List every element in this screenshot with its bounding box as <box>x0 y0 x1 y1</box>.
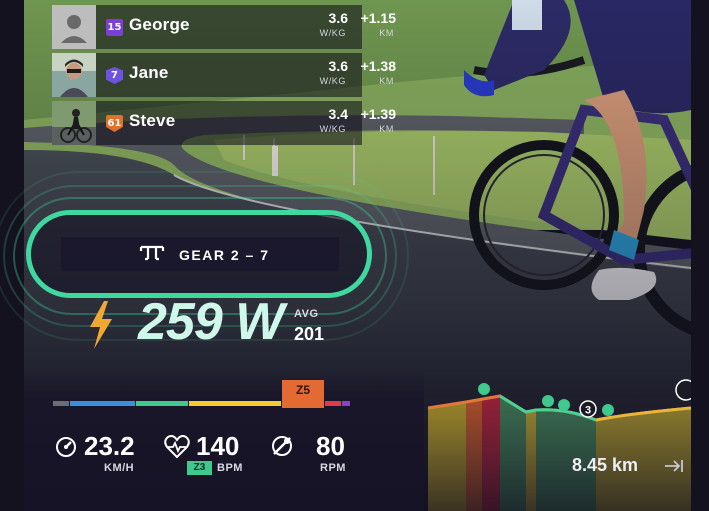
zone-segment-2 <box>70 401 135 406</box>
speedometer-icon <box>56 437 76 457</box>
finish-arrow-icon <box>665 460 683 472</box>
zone-segment-5 <box>282 401 324 408</box>
rider-group-marker <box>579 400 597 418</box>
speed-unit: KM/H <box>104 462 135 474</box>
metrics-panel <box>24 368 424 511</box>
heart-rate-unit: BPM <box>217 462 243 474</box>
rider-wkg: 3.4 <box>328 106 348 122</box>
gear-indicator: GEAR 2 – 7 <box>26 210 372 298</box>
rider-photo-icon <box>52 101 96 145</box>
right-edge <box>691 0 709 511</box>
rider-row[interactable]: 15 George 3.6 W/KG +1.15 KM <box>52 5 396 49</box>
cadence-value: 80 <box>316 431 345 461</box>
gear-indicator-inner <box>61 237 339 271</box>
rider-wkg-unit: W/KG <box>319 76 346 86</box>
rider-marker <box>542 395 554 407</box>
cadence-icon <box>272 436 292 456</box>
heart-rate-icon <box>164 435 190 459</box>
rider-gap: +1.39 <box>360 106 396 122</box>
zone-segment-4 <box>189 401 281 406</box>
heart-rate-value: 140 <box>196 431 240 461</box>
level-badge: 61 <box>106 115 123 132</box>
avatar <box>52 53 96 97</box>
player-marker <box>675 379 691 401</box>
rider-gap-unit: KM <box>379 124 394 134</box>
power-value: 259 W <box>138 293 284 351</box>
rider-gap-unit: KM <box>379 28 394 38</box>
level-badge: 15 <box>106 19 123 36</box>
lightning-bolt-icon <box>90 301 112 349</box>
rider-photo-icon <box>52 53 96 97</box>
rider-gap: +1.38 <box>360 58 396 74</box>
rider-name: Steve <box>129 111 176 130</box>
left-edge <box>0 0 24 511</box>
gear-glow-rings <box>0 171 409 341</box>
rider-name: Jane <box>129 63 169 82</box>
avg-power-value: 201 <box>294 324 325 344</box>
avg-power-label: AVG <box>294 308 319 320</box>
rider-wkg-unit: W/KG <box>319 124 346 134</box>
zone-segment-7 <box>342 401 350 406</box>
rider-marker <box>602 404 614 416</box>
level-badge: 7 <box>106 67 123 84</box>
rider-row[interactable]: 61 Steve 3.4 W/KG +1.39 KM <box>52 101 396 145</box>
gear-value: GEAR 2 – 7 <box>179 247 270 263</box>
speed-value: 23.2 <box>84 431 135 461</box>
rider-wkg: 3.6 <box>328 10 348 26</box>
power-zone-bar <box>53 401 350 408</box>
rider-marker <box>478 383 490 395</box>
rider-wkg: 3.6 <box>328 58 348 74</box>
zone-segment-3 <box>136 401 188 406</box>
rider-gap-unit: KM <box>379 76 394 86</box>
default-avatar-icon <box>52 5 96 49</box>
rider-row[interactable]: 7 Jane 3.6 W/KG +1.38 KM <box>52 53 396 97</box>
rider-marker <box>558 399 570 411</box>
cadence-unit: RPM <box>320 462 346 474</box>
distance-remaining: 8.45 km <box>572 455 639 475</box>
power-zone-badge: Z5 <box>282 380 324 401</box>
rider-wkg-unit: W/KG <box>319 28 346 38</box>
heart-rate-zone-badge: Z3 <box>187 461 212 475</box>
rider-gap: +1.15 <box>360 10 396 26</box>
avatar <box>52 5 96 49</box>
elevation-profile: 3 <box>427 379 691 511</box>
rider-name: George <box>129 15 190 34</box>
zone-segment-1 <box>53 401 69 406</box>
avatar <box>52 101 96 145</box>
gear-shifter-icon <box>139 245 165 261</box>
rider-group-count: 3 <box>585 405 591 417</box>
zone-segment-6 <box>325 401 341 406</box>
